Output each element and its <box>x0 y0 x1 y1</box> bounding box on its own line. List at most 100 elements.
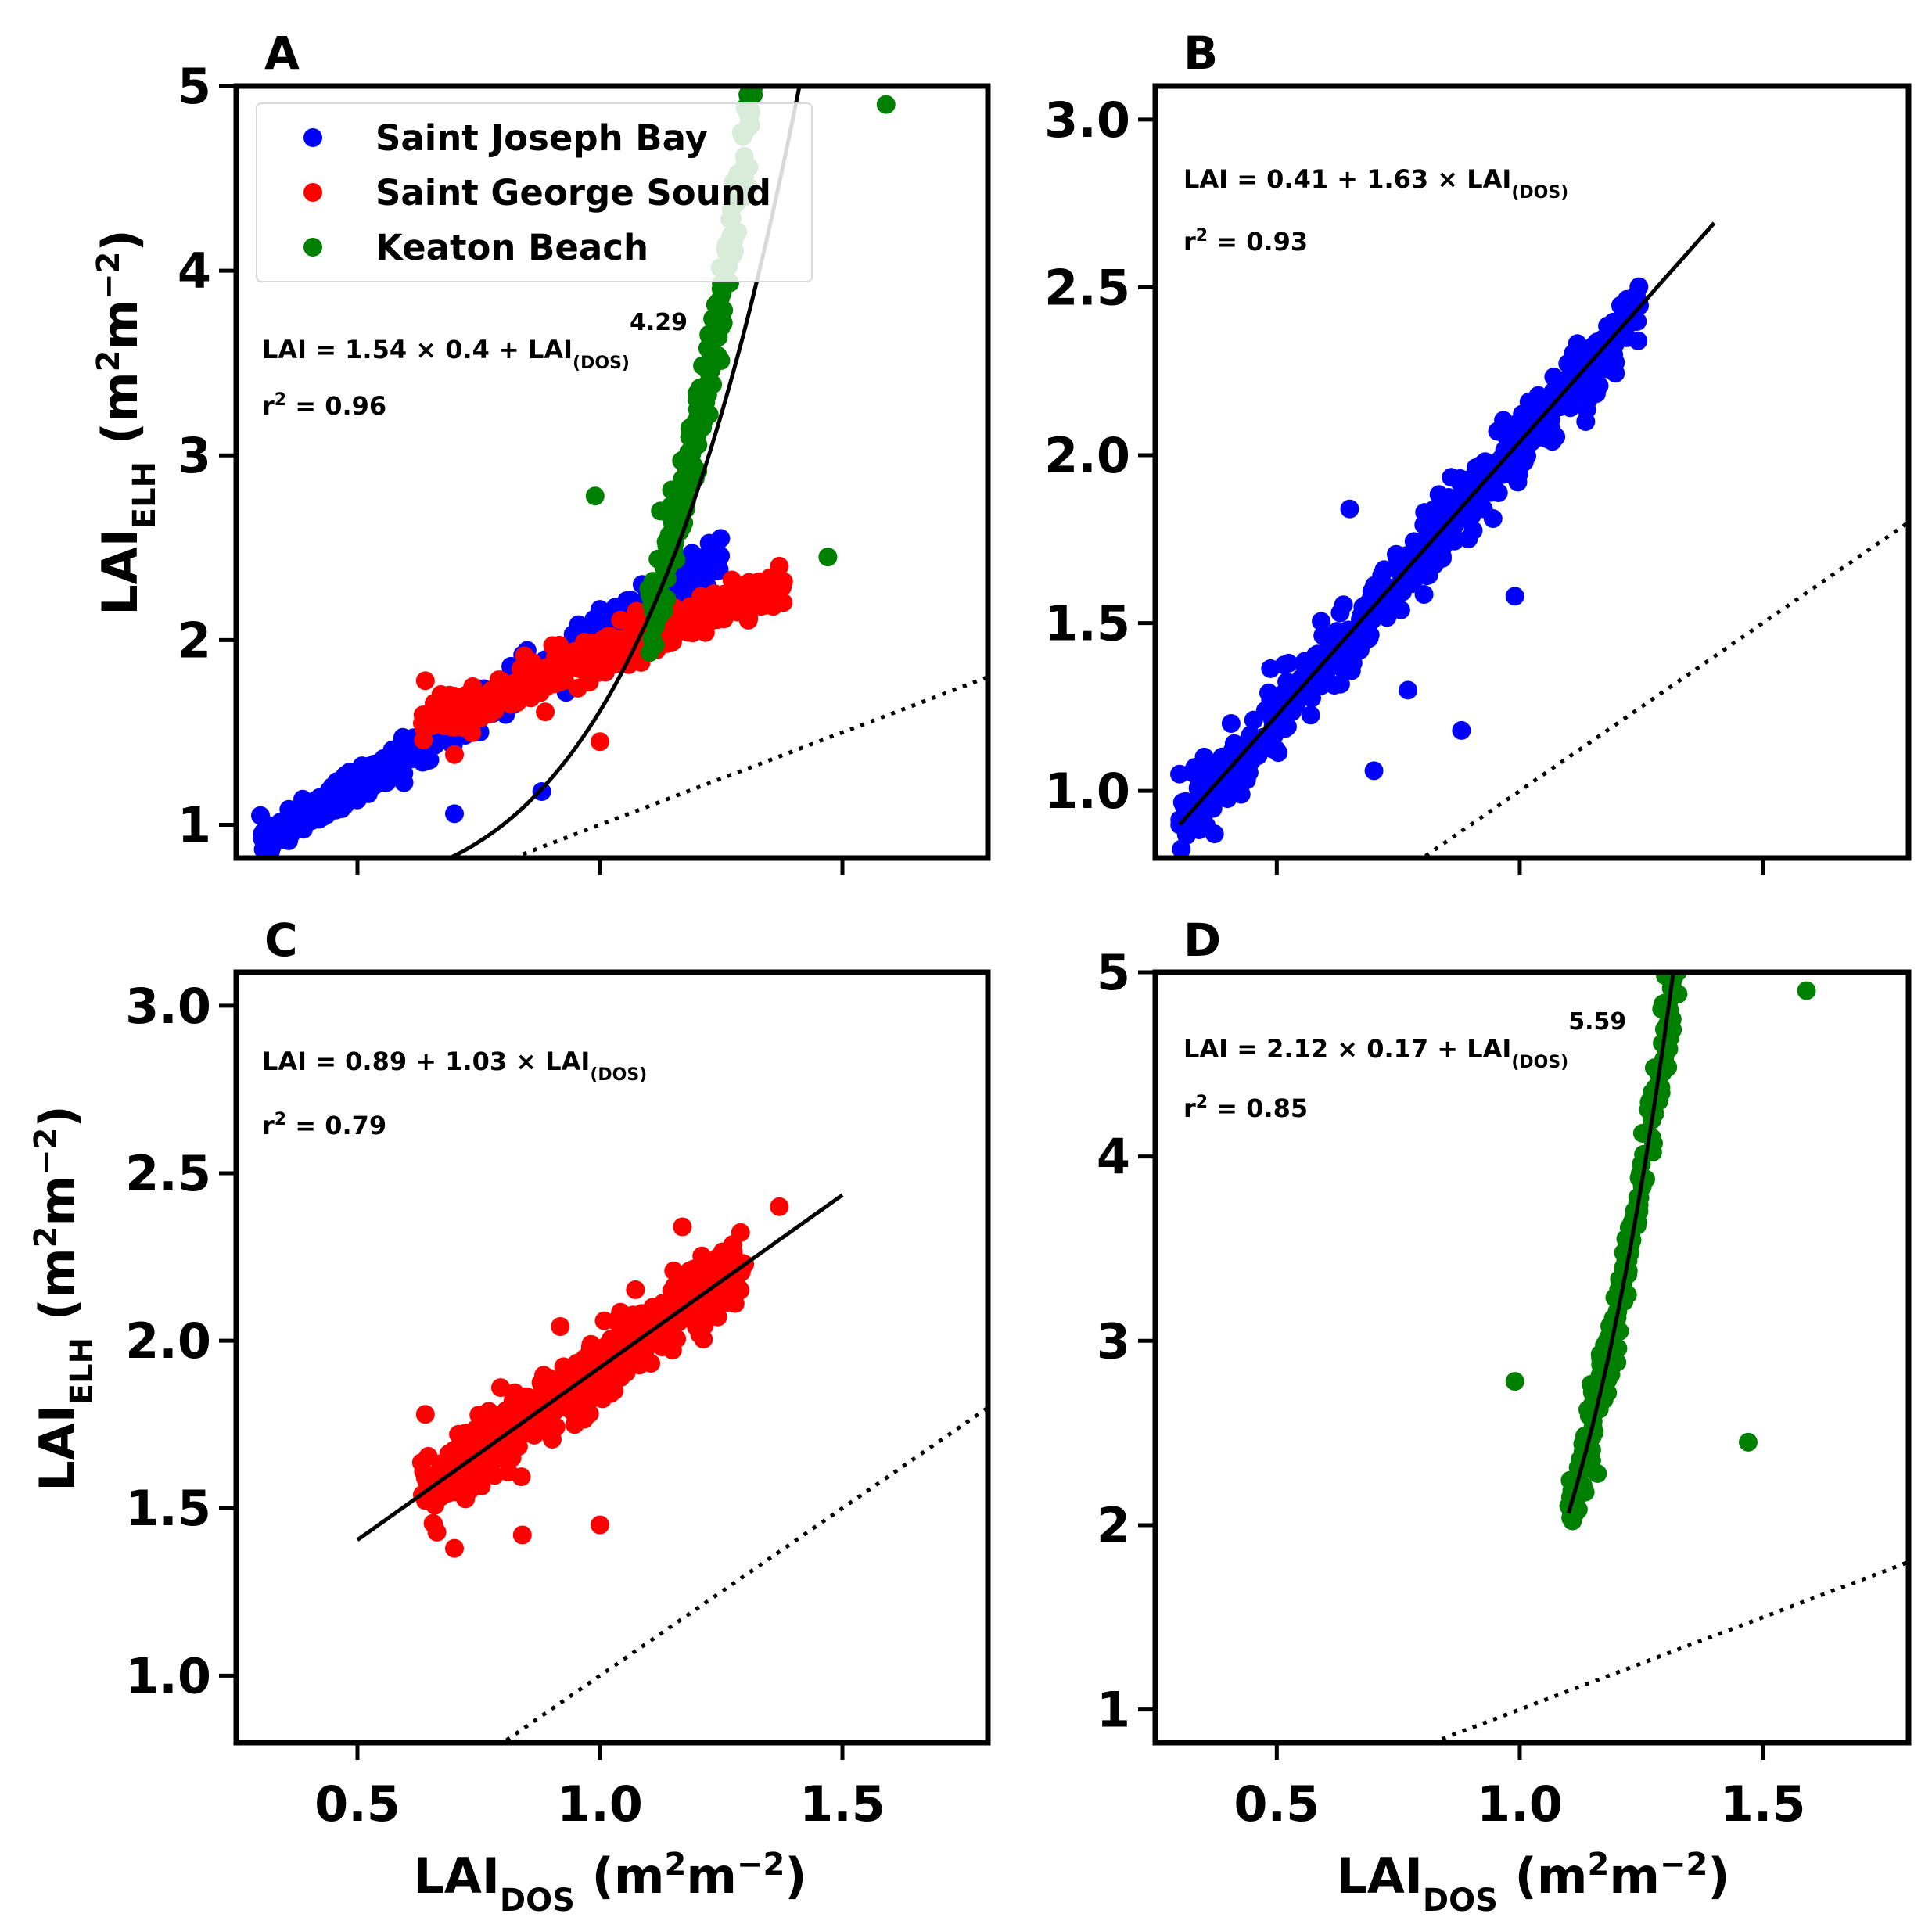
point-saint-george-sound <box>433 703 452 723</box>
point-saint-george-sound <box>574 1356 594 1376</box>
point-saint-joseph-bay <box>1542 432 1562 451</box>
point-keaton-beach <box>1690 749 1708 768</box>
axes-frame <box>1152 969 1912 1746</box>
plot-area <box>1170 221 1909 858</box>
point-keaton-beach <box>1667 941 1686 960</box>
point-keaton-beach <box>1690 741 1708 759</box>
point-outlier <box>818 548 838 567</box>
point-keaton-beach <box>1722 433 1741 451</box>
point-keaton-beach <box>1673 917 1692 935</box>
point-keaton-beach <box>1729 351 1747 370</box>
point-saint-george-sound <box>530 672 549 691</box>
point-keaton-beach <box>1733 255 1752 274</box>
point-keaton-beach <box>682 418 702 437</box>
point-saint-george-sound <box>693 1315 713 1334</box>
point-keaton-beach <box>1667 897 1686 916</box>
point-keaton-beach <box>1733 298 1751 317</box>
point-saint-joseph-bay <box>1261 690 1280 709</box>
point-saint-george-sound <box>512 1467 531 1487</box>
point-saint-george-sound <box>620 1350 640 1370</box>
point-keaton-beach <box>1691 738 1710 757</box>
point-keaton-beach <box>1697 630 1715 649</box>
point-keaton-beach <box>1708 574 1726 593</box>
point-keaton-beach <box>1742 218 1761 237</box>
point-saint-george-sound <box>596 662 615 682</box>
point-keaton-beach <box>1726 385 1745 404</box>
point-saint-george-sound <box>601 627 620 646</box>
point-saint-george-sound <box>626 1280 645 1299</box>
point-keaton-beach <box>1669 897 1688 916</box>
point-keaton-beach <box>1733 332 1752 351</box>
point-keaton-beach <box>756 0 774 19</box>
y-tick-label: 2.5 <box>125 1145 211 1202</box>
point-saint-joseph-bay <box>417 750 436 770</box>
point-keaton-beach <box>1722 458 1741 476</box>
one-to-one-line <box>1427 1560 1909 1743</box>
point-keaton-beach <box>1677 833 1696 852</box>
panel-letter: C <box>264 914 298 967</box>
point-saint-joseph-bay <box>1392 581 1411 601</box>
point-keaton-beach <box>1743 199 1762 218</box>
point-keaton-beach <box>1754 22 1772 41</box>
y-tick-label: 1.0 <box>1044 763 1130 820</box>
point-keaton-beach <box>1749 105 1768 124</box>
y-tick-label: 2.0 <box>1044 427 1130 484</box>
point-saint-george-sound <box>662 1281 681 1301</box>
point-saint-joseph-bay <box>1244 710 1263 730</box>
point-saint-george-sound <box>459 1427 479 1447</box>
r-squared: r2 = 0.96 <box>262 390 386 422</box>
point-saint-joseph-bay <box>307 790 326 810</box>
point-keaton-beach <box>1679 837 1697 856</box>
x-tick-label: 1.0 <box>557 1775 643 1833</box>
point-saint-george-sound <box>731 1223 750 1242</box>
point-keaton-beach <box>1668 909 1686 928</box>
point-saint-joseph-bay <box>377 773 397 792</box>
point-keaton-beach <box>1673 900 1692 919</box>
y-tick-label: 3.0 <box>1044 92 1130 149</box>
point-keaton-beach <box>1715 489 1734 508</box>
point-keaton-beach <box>1670 939 1689 958</box>
point-keaton-beach <box>1706 618 1725 637</box>
point-keaton-beach <box>645 616 665 636</box>
point-keaton-beach <box>1744 165 1763 184</box>
point-keaton-beach <box>1709 565 1728 583</box>
point-keaton-beach <box>1685 762 1704 781</box>
point-keaton-beach <box>1708 583 1727 601</box>
point-outlier <box>591 1515 609 1535</box>
point-saint-george-sound <box>562 1395 582 1415</box>
point-saint-george-sound <box>596 1337 616 1356</box>
point-saint-george-sound <box>485 1466 505 1485</box>
point-keaton-beach <box>1726 342 1745 361</box>
point-saint-joseph-bay <box>1577 400 1596 419</box>
point-keaton-beach <box>1727 393 1746 411</box>
point-outlier <box>673 1217 692 1237</box>
point-keaton-beach <box>749 10 768 29</box>
point-keaton-beach <box>1692 731 1711 750</box>
point-saint-joseph-bay <box>1509 455 1528 475</box>
point-outlier <box>415 1405 435 1424</box>
point-keaton-beach <box>713 313 733 332</box>
point-saint-joseph-bay <box>590 600 609 619</box>
point-saint-joseph-bay <box>1629 331 1648 350</box>
point-saint-joseph-bay <box>1330 603 1350 623</box>
point-keaton-beach <box>1678 866 1697 885</box>
point-outlier <box>1738 1432 1758 1452</box>
point-keaton-beach <box>1666 938 1685 957</box>
point-outlier <box>415 671 435 691</box>
point-keaton-beach <box>1665 917 1684 935</box>
point-keaton-beach <box>752 2 771 21</box>
point-keaton-beach <box>1733 315 1751 334</box>
point-keaton-beach <box>1683 784 1702 803</box>
point-keaton-beach <box>1665 934 1684 953</box>
point-saint-george-sound <box>483 695 502 714</box>
point-keaton-beach <box>1732 296 1751 315</box>
y-tick-label: 5 <box>178 58 211 115</box>
point-keaton-beach <box>1731 338 1750 357</box>
point-saint-joseph-bay <box>1544 367 1564 386</box>
point-outlier <box>770 556 789 576</box>
point-saint-joseph-bay <box>1459 530 1478 548</box>
point-saint-joseph-bay <box>1309 677 1328 696</box>
point-saint-george-sound <box>414 731 433 750</box>
point-keaton-beach <box>1684 846 1703 864</box>
